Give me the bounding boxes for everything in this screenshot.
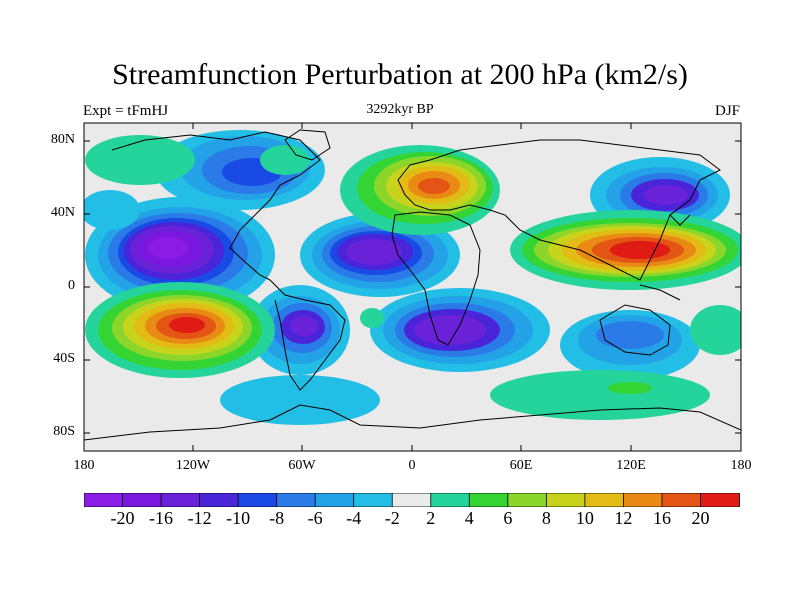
greenland-coast xyxy=(284,129,331,161)
australia-coast xyxy=(599,304,671,356)
japan-coast xyxy=(669,214,691,226)
antarctica-coast xyxy=(84,404,741,441)
x-tick-label: 120E xyxy=(616,458,646,473)
field-layer xyxy=(84,130,741,425)
high-center-south-pacific xyxy=(85,282,275,378)
y-tick-label: 40S xyxy=(53,351,75,366)
tick-marks xyxy=(84,123,741,451)
colorbar-label: 12 xyxy=(614,508,633,528)
colorbar-label: -8 xyxy=(269,508,285,528)
low-center-pacific xyxy=(85,197,275,313)
season-label: DJF xyxy=(714,103,740,119)
colorbar-label: -6 xyxy=(307,508,323,528)
chart-title: Streamfunction Perturbation at 200 hPa (… xyxy=(112,58,688,91)
colorbar-label: -20 xyxy=(110,508,135,528)
colorbar-swatch xyxy=(700,493,740,507)
low-center-australia xyxy=(560,310,700,380)
low-center-south-atlantic xyxy=(370,288,550,372)
colorbar-label: -16 xyxy=(149,508,174,528)
y-tick-label: 80S xyxy=(53,424,75,439)
colorbar-label: -12 xyxy=(187,508,212,528)
africa-coast xyxy=(391,211,481,346)
colorbar-label: 16 xyxy=(652,508,671,528)
colorbar-swatch xyxy=(623,493,663,507)
colorbar-swatch xyxy=(84,493,124,507)
coastlines xyxy=(84,129,741,441)
colorbar-swatch xyxy=(122,493,162,507)
x-tick-label: 180 xyxy=(73,458,95,473)
colorbar-label: 20 xyxy=(691,508,710,528)
colorbar-swatch xyxy=(391,493,432,507)
colorbar-label: 6 xyxy=(503,508,513,528)
colorbar-label: 2 xyxy=(426,508,436,528)
x-tick-label: 60E xyxy=(509,458,533,473)
colorbar-swatch xyxy=(545,493,586,507)
indonesia-coast xyxy=(639,284,681,301)
colorbar-swatch xyxy=(199,493,240,507)
low-center-southern-ocean xyxy=(84,190,380,425)
colorbar xyxy=(84,493,740,507)
x-tick-label: 60W xyxy=(288,458,316,473)
x-tick-label: 0 xyxy=(408,458,416,473)
experiment-label: Expt = tFmHJ xyxy=(83,103,169,119)
high-center-eurasia xyxy=(340,145,500,235)
time-label: 3292kyr BP xyxy=(366,102,434,117)
colorbar-swatch xyxy=(584,493,625,507)
colorbar-swatch xyxy=(430,493,471,507)
low-center-north-america xyxy=(155,130,325,210)
colorbar-label: 10 xyxy=(575,508,594,528)
low-center-south-america xyxy=(250,285,350,375)
colorbar-swatch xyxy=(276,493,317,507)
colorbar-label: -10 xyxy=(226,508,251,528)
high-center-asia xyxy=(510,210,741,290)
colorbar-swatch xyxy=(468,493,509,507)
colorbar-swatch xyxy=(661,493,702,507)
colorbar-label: 4 xyxy=(464,508,474,528)
y-tick-label: 40N xyxy=(50,205,75,220)
colorbar-swatch xyxy=(507,493,548,507)
x-tick-label: 180 xyxy=(730,458,752,473)
colorbar-swatch xyxy=(353,493,394,507)
y-tick-label: 0 xyxy=(68,278,75,293)
north-america-coast xyxy=(111,131,321,281)
high-center-antarctic xyxy=(490,370,710,420)
colorbar-swatch xyxy=(160,493,201,507)
eurasia-coast xyxy=(397,139,721,281)
x-tick-label: 120W xyxy=(175,458,211,473)
colorbar-label: -2 xyxy=(384,508,400,528)
high-center-north-atlantic xyxy=(85,135,741,355)
colorbar-label: 8 xyxy=(541,508,551,528)
colorbar-label: -4 xyxy=(346,508,362,528)
colorbar-swatch xyxy=(237,493,278,507)
south-america-coast xyxy=(269,279,346,391)
colorbar-swatch xyxy=(314,493,355,507)
y-tick-label: 80N xyxy=(50,132,75,147)
